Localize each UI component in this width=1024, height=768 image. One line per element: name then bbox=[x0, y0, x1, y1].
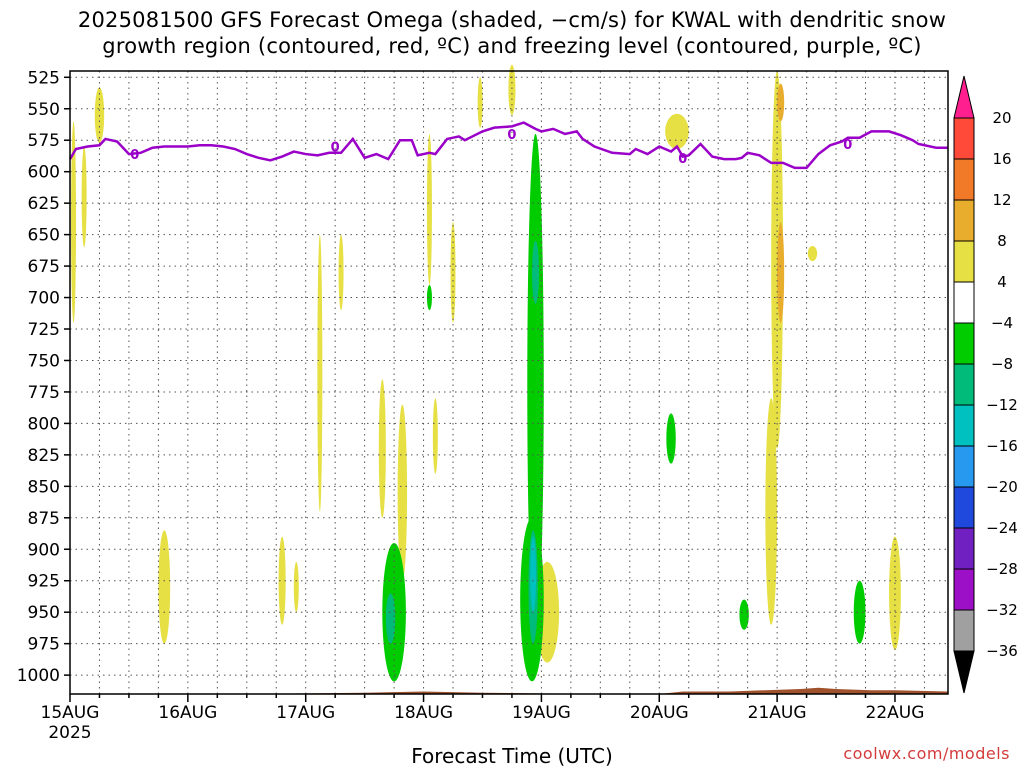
colorbar-label: 8 bbox=[997, 232, 1007, 250]
colorbar-label: −12 bbox=[986, 396, 1018, 414]
colorbar-label: 4 bbox=[997, 273, 1007, 291]
omega-region bbox=[665, 113, 689, 150]
omega-region bbox=[765, 398, 778, 625]
colorbar-band bbox=[953, 158, 975, 201]
omega-region bbox=[527, 133, 544, 638]
omega-region bbox=[397, 404, 408, 581]
x-tick-label: 19AUG bbox=[512, 703, 571, 723]
y-tick-label: 975 bbox=[28, 635, 60, 655]
terrain-fill bbox=[70, 687, 948, 694]
y-tick-label: 725 bbox=[28, 320, 60, 340]
y-tick-label: 1000 bbox=[17, 666, 60, 686]
colorbar-band bbox=[953, 240, 975, 283]
plot-frame bbox=[69, 70, 949, 695]
x-tick-label: 20AUG bbox=[630, 703, 689, 723]
omega-region bbox=[81, 146, 87, 248]
colorbar-band bbox=[953, 609, 975, 652]
colorbar-band bbox=[953, 281, 975, 324]
omega-region bbox=[317, 234, 323, 512]
colorbar-label: −28 bbox=[986, 560, 1018, 578]
omega-region bbox=[777, 222, 785, 323]
chart-title-line-2: growth region (contoured, red, ºC) and f… bbox=[102, 34, 922, 58]
y-tick-label: 675 bbox=[28, 257, 60, 277]
chart-title-line-1: 2025081500 GFS Forecast Omega (shaded, −… bbox=[77, 8, 947, 32]
colorbar-label: −8 bbox=[991, 355, 1013, 373]
omega-region bbox=[777, 83, 785, 122]
omega-region bbox=[889, 536, 901, 650]
x-tick-label: 15AUG bbox=[41, 703, 100, 723]
colorbar-band bbox=[953, 117, 975, 160]
y-tick-label: 800 bbox=[28, 414, 60, 434]
omega-region bbox=[807, 245, 818, 262]
x-tick-label: 17AUG bbox=[276, 703, 335, 723]
colorbar-label: −20 bbox=[986, 478, 1018, 496]
freezing-level-label: 0 bbox=[331, 141, 340, 156]
x-tick-label: 16AUG bbox=[158, 703, 217, 723]
y-tick-label: 900 bbox=[28, 540, 60, 560]
colorbar-band bbox=[953, 445, 975, 488]
colorbar-label: 16 bbox=[992, 150, 1011, 168]
colorbar-label: 20 bbox=[992, 109, 1011, 127]
colorbar-band bbox=[953, 322, 975, 365]
colorbar-band bbox=[953, 486, 975, 529]
omega-region bbox=[477, 77, 483, 128]
omega-region bbox=[530, 536, 537, 613]
omega-region bbox=[739, 599, 749, 630]
colorbar-label: −32 bbox=[986, 601, 1018, 619]
colorbar-bottom-arrow bbox=[953, 650, 975, 694]
y-tick-label: 775 bbox=[28, 383, 60, 403]
omega-region bbox=[771, 71, 784, 449]
y-tick-label: 525 bbox=[28, 68, 60, 88]
y-tick-label: 650 bbox=[28, 226, 60, 246]
y-tick-label: 750 bbox=[28, 351, 60, 371]
omega-region bbox=[853, 580, 866, 644]
colorbar-label: 12 bbox=[992, 191, 1011, 209]
colorbar-band bbox=[953, 527, 975, 570]
freezing-level-label: 0 bbox=[130, 148, 139, 163]
credit-link[interactable]: coolwx.com/models bbox=[843, 744, 1010, 763]
y-tick-label: 850 bbox=[28, 477, 60, 497]
freezing-level-label: 0 bbox=[678, 152, 687, 167]
x-tick-label: 18AUG bbox=[394, 703, 453, 723]
freezing-level-line bbox=[68, 121, 948, 170]
y-tick-label: 600 bbox=[28, 163, 60, 183]
omega-region bbox=[432, 398, 438, 474]
freezing-level-label: 0 bbox=[843, 138, 852, 153]
x-tick-label: 22AUG bbox=[866, 703, 925, 723]
omega-region bbox=[666, 413, 676, 464]
colorbar-label: −36 bbox=[986, 642, 1018, 660]
omega-region bbox=[450, 222, 456, 323]
colorbar-label: −24 bbox=[986, 519, 1018, 537]
y-tick-label: 550 bbox=[28, 100, 60, 120]
colorbar-band bbox=[953, 199, 975, 242]
colorbar-top-arrow bbox=[953, 75, 975, 119]
y-tick-label: 925 bbox=[28, 572, 60, 592]
omega-region bbox=[378, 379, 386, 518]
y-tick-label: 575 bbox=[28, 131, 60, 151]
omega-region bbox=[158, 530, 171, 644]
omega-region bbox=[426, 133, 432, 285]
omega-region bbox=[278, 536, 286, 625]
omega-region bbox=[426, 284, 432, 311]
x-tick-year-label: 2025 bbox=[48, 723, 91, 743]
x-tick-label: 21AUG bbox=[748, 703, 807, 723]
omega-region bbox=[385, 593, 396, 644]
omega-region bbox=[71, 121, 77, 323]
colorbar-band bbox=[953, 568, 975, 611]
y-tick-label: 875 bbox=[28, 509, 60, 529]
omega-region bbox=[293, 561, 299, 613]
freezing-level-label: 0 bbox=[507, 128, 516, 143]
omega-region bbox=[531, 240, 540, 304]
colorbar-band bbox=[953, 363, 975, 406]
colorbar-label: −16 bbox=[986, 437, 1018, 455]
y-tick-label: 825 bbox=[28, 446, 60, 466]
y-tick-label: 700 bbox=[28, 289, 60, 309]
colorbar-band bbox=[953, 404, 975, 447]
y-tick-label: 625 bbox=[28, 194, 60, 214]
y-tick-label: 950 bbox=[28, 603, 60, 623]
colorbar-label: −4 bbox=[991, 314, 1013, 332]
omega-region bbox=[338, 234, 344, 311]
x-axis-label: Forecast Time (UTC) bbox=[411, 744, 613, 768]
